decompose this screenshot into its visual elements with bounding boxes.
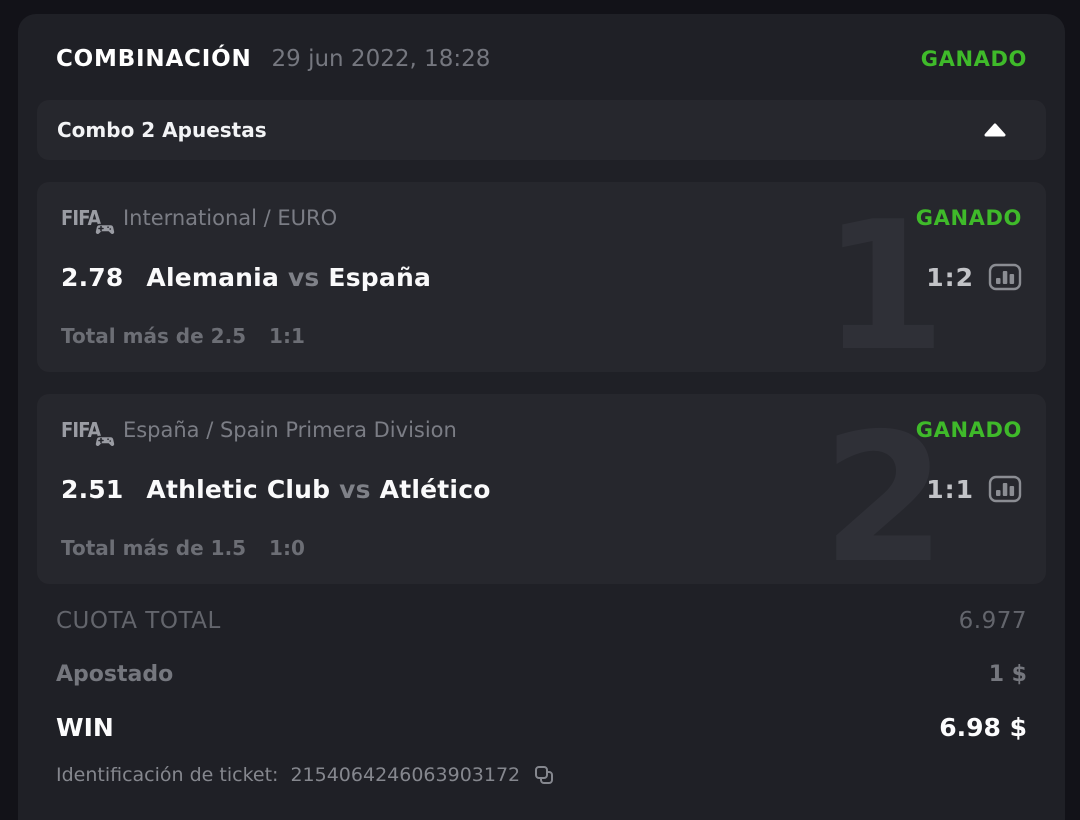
market-line: Total más de 2.5 1:1 xyxy=(61,324,305,348)
vs-label: vs xyxy=(339,474,371,504)
bet-odds: 2.78 xyxy=(61,262,124,292)
bar-chart-icon xyxy=(988,263,1022,291)
match-score: 1:1 xyxy=(926,474,974,504)
ticket-id-value: 2154064246063903172 xyxy=(290,764,521,786)
win-label: WIN xyxy=(56,712,114,742)
combo-label: Combo 2 Apuestas xyxy=(57,118,267,142)
bet-card-1: 1 FIFA International / EURO GANADO 2.78 … xyxy=(37,182,1046,372)
bet-number-watermark: 2 xyxy=(822,395,946,585)
bet-match-row: 2.78 Alemania vs España 1:2 xyxy=(61,263,1022,292)
fifa-esports-icon: FIFA xyxy=(61,206,115,236)
ticket-header-left: COMBINACIÓN 29 jun 2022, 18:28 xyxy=(56,46,490,72)
total-odds-value: 6.977 xyxy=(958,608,1027,634)
ticket-id-row: Identificación de ticket: 21540642460639… xyxy=(37,763,1046,787)
market-name: Total más de 1.5 xyxy=(61,536,247,560)
market-score: 1:0 xyxy=(269,536,305,560)
home-team: Athletic Club xyxy=(146,474,331,504)
bet-status-badge: GANADO xyxy=(915,418,1022,442)
league-name: España / Spain Primera Division xyxy=(122,418,457,442)
home-team: Alemania xyxy=(146,262,280,292)
ticket-header: COMBINACIÓN 29 jun 2022, 18:28 GANADO xyxy=(37,38,1046,72)
market-score: 1:1 xyxy=(269,324,305,348)
stats-button[interactable] xyxy=(988,263,1022,291)
total-odds-label: CUOTA TOTAL xyxy=(56,608,221,634)
ticket-type-label: COMBINACIÓN xyxy=(56,46,252,72)
match-score: 1:2 xyxy=(926,262,974,292)
bet-league-row: FIFA España / Spain Primera Division GAN… xyxy=(61,418,1022,448)
match-line: 2.51 Athletic Club vs Atlético xyxy=(61,475,491,504)
win-value: 6.98 $ xyxy=(939,712,1027,742)
bet-ticket-card: COMBINACIÓN 29 jun 2022, 18:28 GANADO Co… xyxy=(18,14,1065,820)
market-line: Total más de 1.5 1:0 xyxy=(61,536,305,560)
stake-value: 1 $ xyxy=(988,661,1027,687)
stake-row: Apostado 1 $ xyxy=(37,658,1046,690)
league-group: FIFA España / Spain Primera Division xyxy=(61,418,457,448)
bet-market-row: Total más de 1.5 1:0 xyxy=(61,536,1022,560)
bet-status-badge: GANADO xyxy=(915,206,1022,230)
score-group: 1:2 xyxy=(926,263,1022,292)
copy-ticket-id-button[interactable] xyxy=(532,763,556,787)
stats-button[interactable] xyxy=(988,475,1022,503)
score-group: 1:1 xyxy=(926,475,1022,504)
bar-chart-icon xyxy=(988,475,1022,503)
bet-card-2: 2 FIFA España / Spain Primera Division G… xyxy=(37,394,1046,584)
away-team: Atlético xyxy=(379,474,491,504)
fifa-wordmark: FIFA xyxy=(61,206,101,230)
ticket-status-badge: GANADO xyxy=(920,47,1027,71)
total-odds-row: CUOTA TOTAL 6.977 xyxy=(37,605,1046,637)
chevron-up-icon[interactable] xyxy=(984,123,1006,137)
bet-league-row: FIFA International / EURO GANADO xyxy=(61,206,1022,236)
fifa-esports-icon: FIFA xyxy=(61,418,115,448)
ticket-id-label: Identificación de ticket: xyxy=(56,764,279,786)
away-team: España xyxy=(328,262,432,292)
combo-collapse-bar[interactable]: Combo 2 Apuestas xyxy=(37,100,1046,160)
league-group: FIFA International / EURO xyxy=(61,206,338,236)
bet-odds: 2.51 xyxy=(61,474,124,504)
gamepad-icon xyxy=(94,435,115,448)
match-line: 2.78 Alemania vs España xyxy=(61,263,431,292)
fifa-wordmark: FIFA xyxy=(61,418,101,442)
league-name: International / EURO xyxy=(122,206,338,230)
win-row: WIN 6.98 $ xyxy=(37,711,1046,743)
bet-market-row: Total más de 2.5 1:1 xyxy=(61,324,1022,348)
bet-number-watermark: 1 xyxy=(822,183,946,373)
copy-icon xyxy=(535,766,554,784)
stake-label: Apostado xyxy=(56,661,174,687)
gamepad-icon xyxy=(94,223,115,236)
vs-label: vs xyxy=(287,262,320,292)
ticket-date: 29 jun 2022, 18:28 xyxy=(271,46,491,72)
market-name: Total más de 2.5 xyxy=(61,324,247,348)
bet-match-row: 2.51 Athletic Club vs Atlético 1:1 xyxy=(61,475,1022,504)
